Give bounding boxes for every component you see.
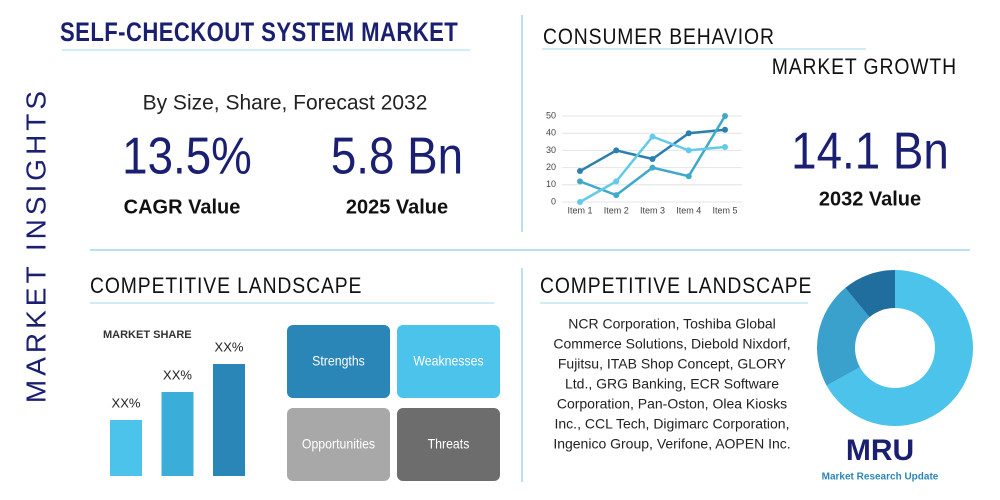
- stat-value: 14.1 Bn: [791, 123, 949, 180]
- company-list: Corporation, Pan-Oston, Olea Kiosks: [557, 396, 787, 412]
- bar: [213, 364, 245, 476]
- swot-label: Strengths: [312, 353, 365, 369]
- point: [577, 199, 583, 205]
- company-list: Fujitsu, ITAB Shop Concept, GLORY: [558, 356, 787, 372]
- section-title: CONSUMER BEHAVIOR: [543, 25, 775, 49]
- company-list: NCR Corporation, Toshiba Global: [568, 316, 776, 332]
- point: [649, 133, 656, 140]
- point: [577, 178, 583, 185]
- donut-slice: [845, 270, 895, 318]
- point: [613, 192, 620, 199]
- point: [685, 147, 692, 154]
- swot-label: Weaknesses: [413, 353, 484, 369]
- point: [722, 143, 728, 150]
- y-tick-label: 30: [546, 145, 556, 155]
- point: [722, 126, 728, 133]
- stat-value: 5.8 Bn: [331, 128, 463, 185]
- x-tick-label: Item 2: [604, 205, 629, 215]
- swot-box: [397, 408, 500, 481]
- x-tick-label: Item 1: [567, 205, 592, 215]
- value-label: XX%: [112, 395, 141, 410]
- x-tick-label: Item 5: [712, 205, 737, 215]
- company-list: Commerce Solutions, Diebold Nixdorf,: [553, 336, 790, 352]
- x-tick-label: Item 3: [640, 205, 665, 215]
- company-list: Inc., CCL Tech, Digimarc Corporation,: [555, 416, 790, 432]
- stat-value: 13.5%: [122, 128, 252, 185]
- point: [685, 130, 692, 137]
- donut-slice: [826, 270, 973, 426]
- point: [685, 173, 692, 180]
- donut-slice: [816, 287, 870, 386]
- company-list: Ingenico Group, Verifone, AOPEN Inc.: [553, 436, 790, 452]
- company-list: Ltd., GRG Banking, ECR Software: [565, 376, 779, 392]
- bar: [110, 420, 142, 476]
- section-title: COMPETITIVE LANDSCAPE: [90, 274, 362, 298]
- subtitle: By Size, Share, Forecast 2032: [143, 92, 428, 115]
- swot-box: [397, 325, 500, 398]
- point: [649, 164, 656, 171]
- y-tick-label: 20: [546, 162, 556, 172]
- x-tick-label: Item 4: [676, 205, 701, 215]
- logo-mark: MRU: [846, 434, 914, 467]
- stat-label: CAGR Value: [124, 196, 241, 218]
- point: [613, 178, 620, 185]
- swot-label: Threats: [428, 436, 470, 452]
- swot-box: [287, 325, 390, 398]
- value-label: XX%: [215, 339, 244, 354]
- title: SELF-CHECKOUT SYSTEM MARKET: [60, 18, 458, 48]
- y-tick-label: 0: [551, 196, 556, 206]
- section-subtitle: MARKET GROWTH: [772, 55, 957, 79]
- chart-title: MARKET SHARE: [103, 329, 192, 341]
- y-tick-label: 10: [546, 179, 556, 189]
- line-series: [579, 115, 727, 197]
- side-label: MARKET INSIGHTS: [20, 87, 51, 403]
- swot-box: [287, 408, 390, 481]
- value-label: XX%: [163, 367, 192, 382]
- point: [722, 113, 728, 119]
- point: [649, 156, 656, 162]
- stat-label: 2032 Value: [819, 188, 921, 210]
- point: [577, 168, 583, 175]
- stat-label: 2025 Value: [346, 196, 448, 218]
- y-tick-label: 40: [546, 128, 556, 138]
- y-tick-label: 50: [546, 110, 556, 120]
- section-title: COMPETITIVE LANDSCAPE: [540, 274, 812, 298]
- bar: [161, 392, 194, 476]
- logo-text: Market Research Update: [822, 472, 939, 483]
- swot-label: Opportunities: [302, 436, 376, 452]
- point: [613, 147, 620, 154]
